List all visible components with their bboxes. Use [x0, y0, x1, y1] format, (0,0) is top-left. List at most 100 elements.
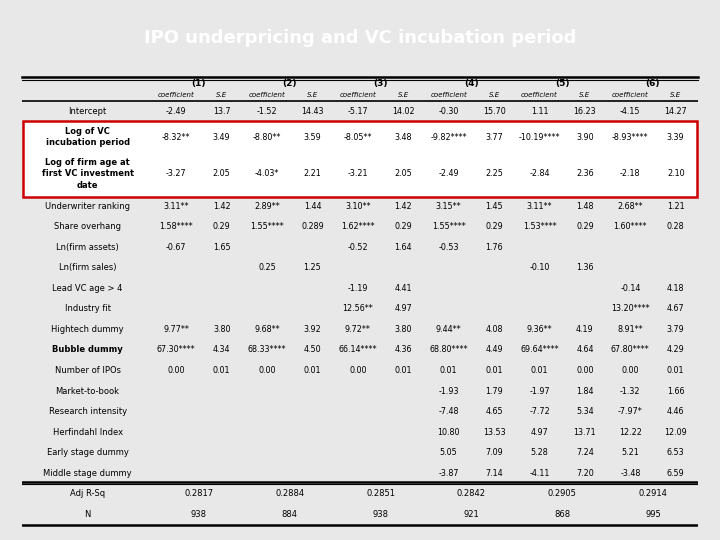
Text: 0.01: 0.01 [395, 366, 412, 375]
Text: 4.65: 4.65 [485, 407, 503, 416]
Text: 1.25: 1.25 [304, 264, 321, 272]
Text: (1): (1) [192, 79, 206, 88]
Text: coefficient: coefficient [340, 92, 377, 98]
Text: 1.36: 1.36 [576, 264, 594, 272]
Text: 4.29: 4.29 [667, 346, 685, 354]
Text: 2.05: 2.05 [213, 170, 230, 179]
Text: Herfindahl Index: Herfindahl Index [53, 428, 122, 437]
Text: Early stage dummy: Early stage dummy [47, 448, 129, 457]
Text: 0.01: 0.01 [213, 366, 230, 375]
Text: 4.64: 4.64 [576, 346, 594, 354]
Text: 68.80****: 68.80**** [429, 346, 468, 354]
Text: -1.93: -1.93 [438, 387, 459, 396]
Text: 0.289: 0.289 [301, 222, 324, 231]
Text: -4.15: -4.15 [620, 107, 641, 116]
Text: -0.53: -0.53 [438, 243, 459, 252]
Text: 1.58****: 1.58**** [159, 222, 193, 231]
Text: Share overhang: Share overhang [54, 222, 121, 231]
Text: 5.28: 5.28 [531, 448, 549, 457]
Text: 14.27: 14.27 [665, 107, 687, 116]
Text: -10.19****: -10.19**** [518, 132, 560, 141]
Text: 5.05: 5.05 [440, 448, 458, 457]
Text: -1.52: -1.52 [257, 107, 277, 116]
Text: 13.71: 13.71 [574, 428, 596, 437]
Text: -5.17: -5.17 [348, 107, 368, 116]
Text: 3.90: 3.90 [576, 132, 594, 141]
Text: 13.7: 13.7 [213, 107, 230, 116]
Text: 1.64: 1.64 [395, 243, 412, 252]
Text: 4.18: 4.18 [667, 284, 685, 293]
Text: 3.48: 3.48 [395, 132, 412, 141]
Text: 10.80: 10.80 [438, 428, 460, 437]
Text: 4.34: 4.34 [213, 346, 230, 354]
Text: 3.11**: 3.11** [163, 201, 189, 211]
Text: Ln(firm sales): Ln(firm sales) [59, 264, 117, 272]
Text: -4.03*: -4.03* [255, 170, 279, 179]
Text: 68.33****: 68.33**** [248, 346, 287, 354]
Text: -7.97*: -7.97* [618, 407, 643, 416]
Text: 3.39: 3.39 [667, 132, 685, 141]
Text: 0.00: 0.00 [168, 366, 185, 375]
Text: 3.77: 3.77 [485, 132, 503, 141]
Text: 4.67: 4.67 [667, 305, 685, 313]
Text: Number of IPOs: Number of IPOs [55, 366, 120, 375]
Text: 0.2884: 0.2884 [275, 489, 305, 498]
Text: coefficient: coefficient [248, 92, 285, 98]
Text: 2.89**: 2.89** [254, 201, 280, 211]
Text: Market-to-book: Market-to-book [55, 387, 120, 396]
Text: 0.01: 0.01 [440, 366, 457, 375]
Text: (5): (5) [555, 79, 570, 88]
Text: 0.25: 0.25 [258, 264, 276, 272]
Text: 1.65: 1.65 [213, 243, 230, 252]
Text: Adj R-Sq: Adj R-Sq [70, 489, 105, 498]
Text: 67.80****: 67.80**** [611, 346, 649, 354]
Text: Ln(firm assets): Ln(firm assets) [56, 243, 119, 252]
Text: 12.09: 12.09 [665, 428, 687, 437]
Text: -0.52: -0.52 [348, 243, 368, 252]
Text: -9.82****: -9.82**** [431, 132, 467, 141]
Text: 4.08: 4.08 [485, 325, 503, 334]
Text: 0.29: 0.29 [485, 222, 503, 231]
Text: Lead VC age > 4: Lead VC age > 4 [53, 284, 123, 293]
Text: -3.21: -3.21 [348, 170, 368, 179]
Text: 3.15**: 3.15** [436, 201, 462, 211]
Text: 0.29: 0.29 [213, 222, 230, 231]
Text: 9.44**: 9.44** [436, 325, 462, 334]
Text: 921: 921 [464, 510, 480, 519]
Text: 995: 995 [645, 510, 661, 519]
Text: 14.43: 14.43 [301, 107, 324, 116]
Text: -1.32: -1.32 [620, 387, 641, 396]
Text: -0.14: -0.14 [620, 284, 641, 293]
Text: 3.59: 3.59 [304, 132, 321, 141]
Text: S.E: S.E [216, 92, 228, 98]
Text: Research intensity: Research intensity [48, 407, 127, 416]
Text: 6.59: 6.59 [667, 469, 685, 478]
Text: 2.36: 2.36 [576, 170, 594, 179]
Text: 0.2817: 0.2817 [184, 489, 214, 498]
Text: IPO underpricing and VC incubation period: IPO underpricing and VC incubation perio… [144, 29, 576, 47]
Text: 1.21: 1.21 [667, 201, 685, 211]
Text: -2.49: -2.49 [438, 170, 459, 179]
Text: 2.05: 2.05 [395, 170, 412, 179]
Text: coefficient: coefficient [158, 92, 194, 98]
Text: (6): (6) [646, 79, 660, 88]
Text: 9.77**: 9.77** [163, 325, 189, 334]
Text: 13.20****: 13.20**** [611, 305, 649, 313]
Text: 7.09: 7.09 [485, 448, 503, 457]
Text: S.E: S.E [307, 92, 318, 98]
Text: 4.46: 4.46 [667, 407, 685, 416]
Text: Hightech dummy: Hightech dummy [51, 325, 124, 334]
Text: 0.2851: 0.2851 [366, 489, 395, 498]
Text: 0.2914: 0.2914 [639, 489, 667, 498]
Text: 1.11: 1.11 [531, 107, 548, 116]
Text: -8.32**: -8.32** [162, 132, 191, 141]
Text: -4.11: -4.11 [529, 469, 549, 478]
Text: 0.29: 0.29 [395, 222, 412, 231]
Text: 4.97: 4.97 [395, 305, 412, 313]
Text: 1.55****: 1.55**** [432, 222, 466, 231]
Text: 13.53: 13.53 [483, 428, 505, 437]
Text: 5.21: 5.21 [621, 448, 639, 457]
Text: -8.93****: -8.93**** [612, 132, 649, 141]
Text: S.E: S.E [580, 92, 590, 98]
Text: 1.62****: 1.62**** [341, 222, 374, 231]
